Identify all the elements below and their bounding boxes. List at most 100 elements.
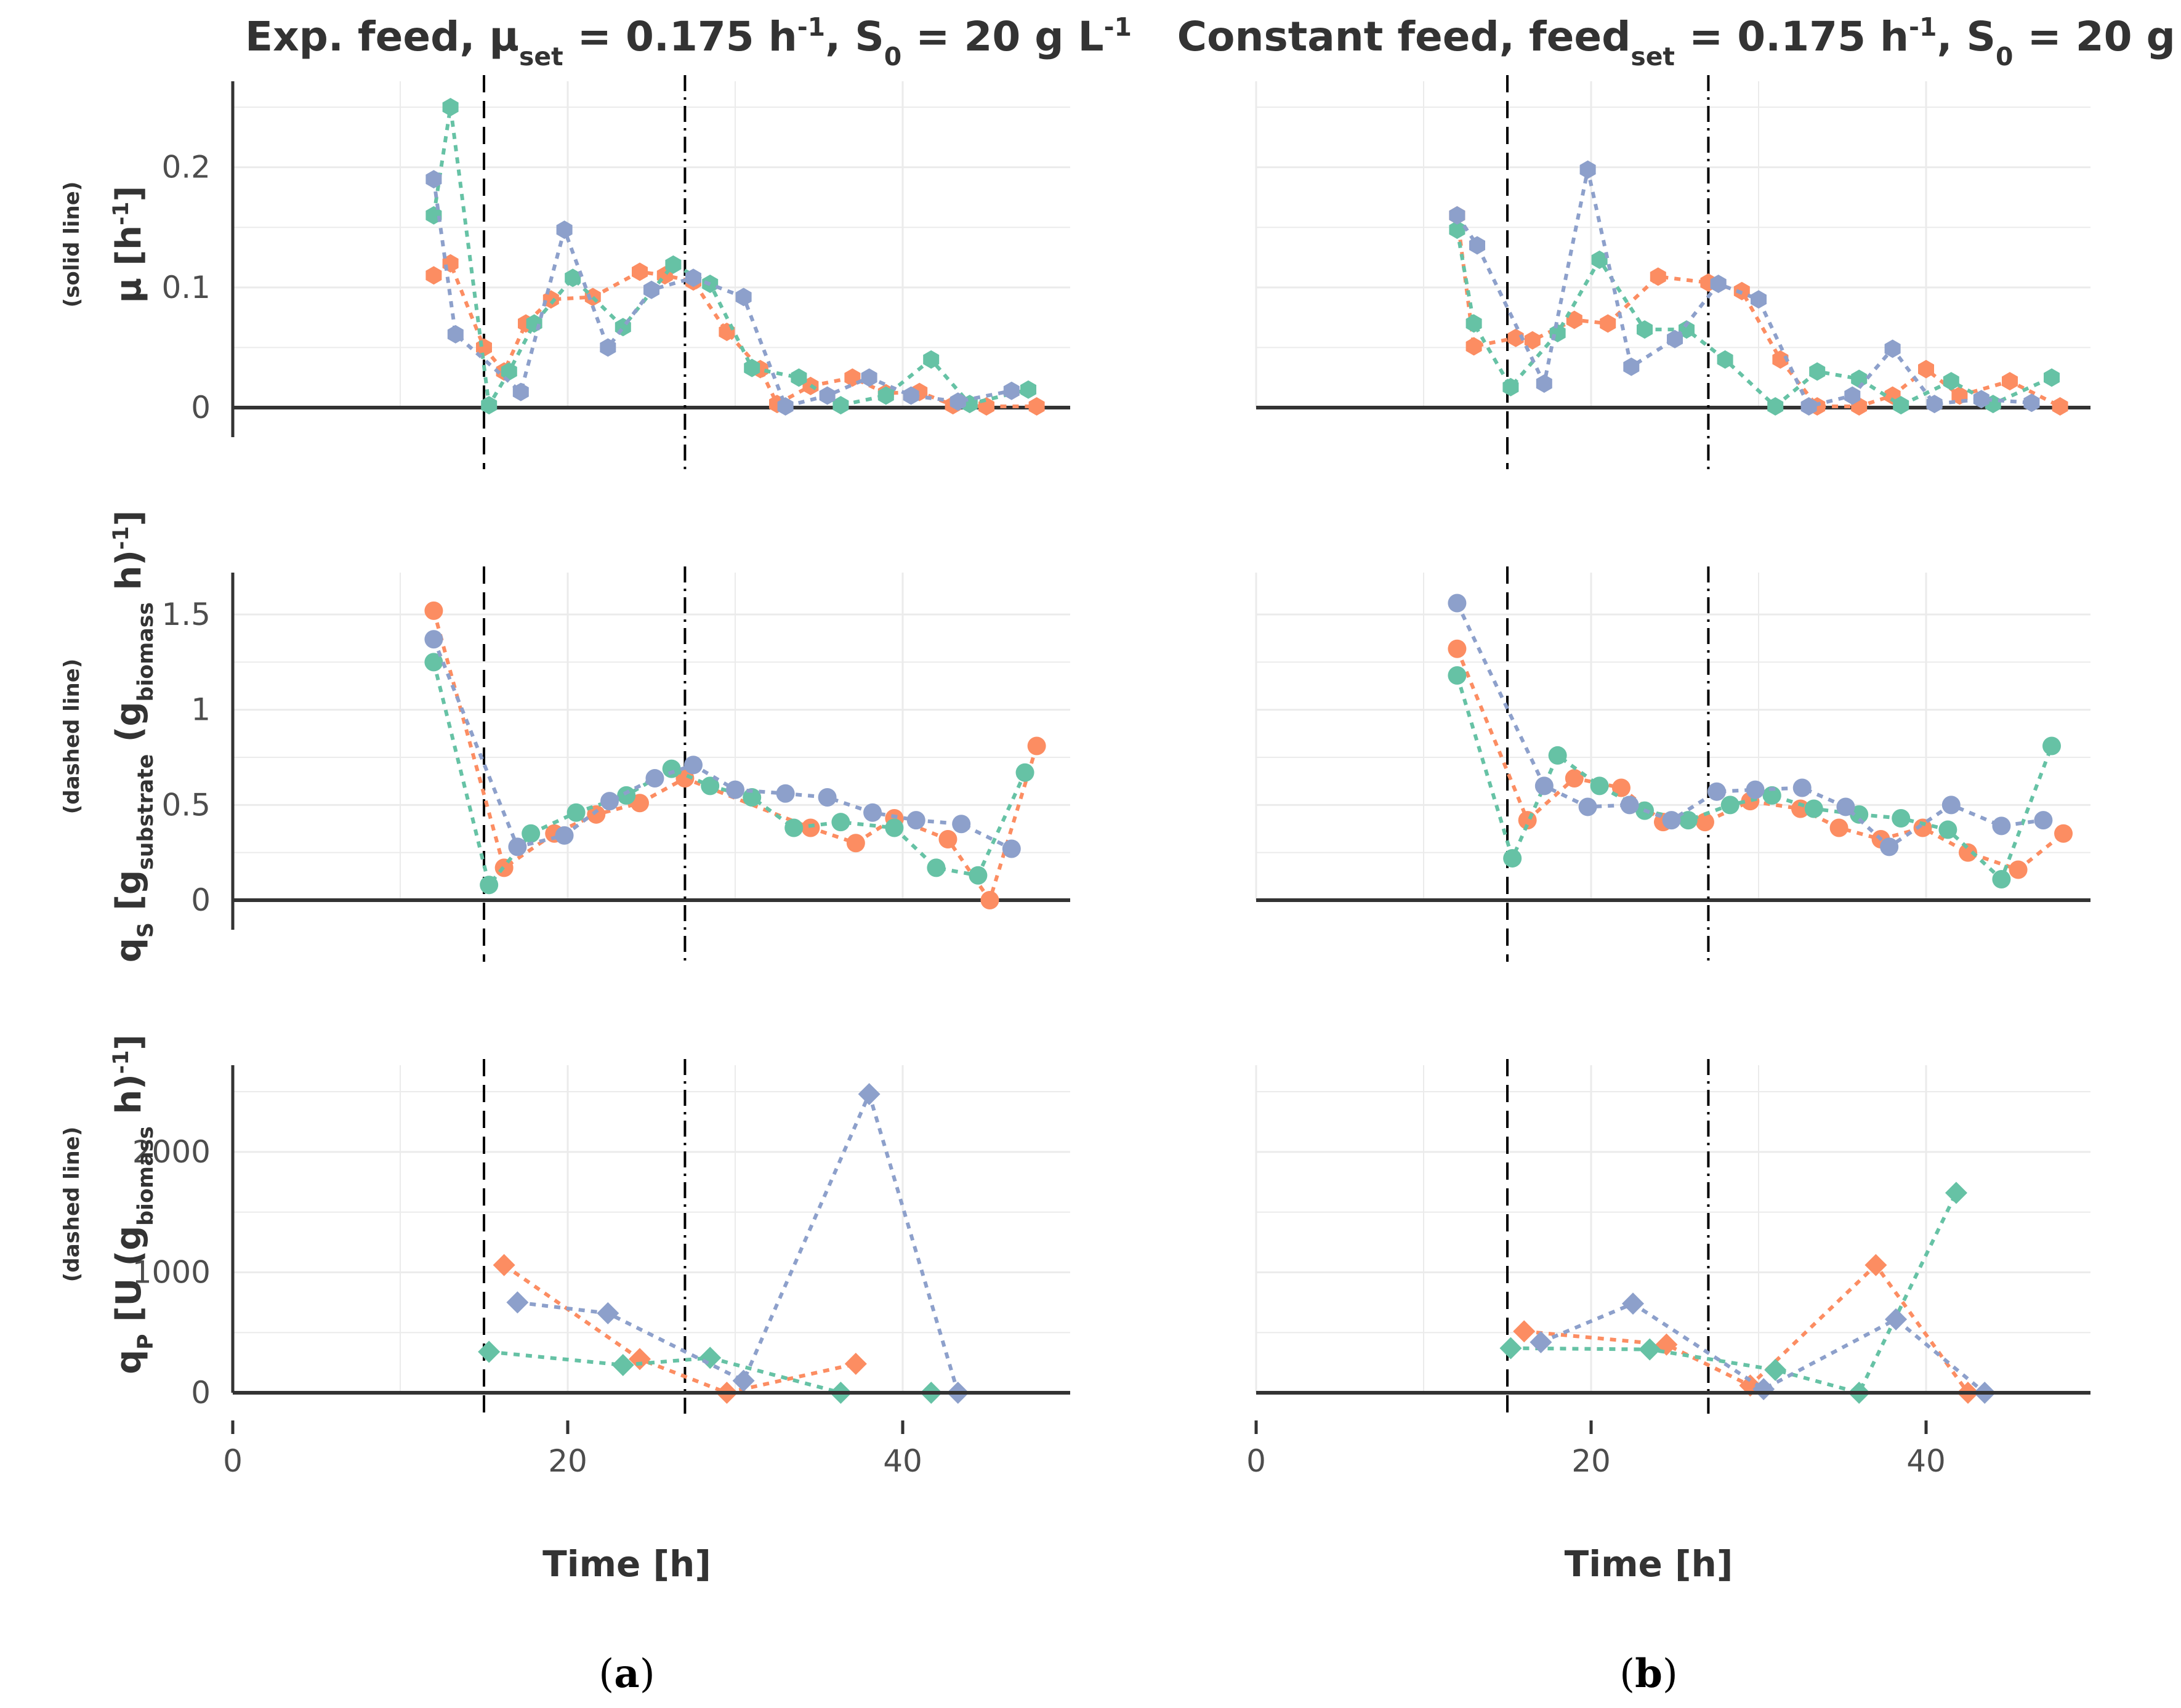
data-point — [1449, 206, 1465, 225]
data-point — [1791, 799, 1810, 818]
series-line — [1455, 169, 2032, 409]
data-point — [846, 834, 865, 853]
data-point — [1600, 314, 1616, 333]
data-point — [2052, 397, 2068, 416]
data-point — [425, 170, 442, 189]
series-line — [432, 107, 1029, 411]
data-point — [1772, 350, 1789, 369]
panel-caption: (a) — [599, 1651, 655, 1697]
data-point — [1959, 843, 1977, 862]
y-axis-note: (dashed line) — [60, 1127, 84, 1283]
data-point — [632, 262, 648, 281]
y-axis-title: qS [gsubstrate (gbiomass h)-1] — [109, 510, 158, 962]
data-point — [1507, 328, 1524, 347]
data-point — [1502, 377, 1519, 397]
series-line — [432, 610, 1039, 904]
data-point — [1020, 380, 1036, 399]
series-line — [1510, 1191, 1958, 1395]
data-point — [969, 866, 988, 885]
data-point — [699, 1347, 722, 1369]
data-point — [1804, 799, 1823, 818]
data-point — [1679, 320, 1695, 339]
panel-b: Constant feed, feedset = 0.175 h-1, S0 =… — [1177, 12, 2181, 1697]
data-point — [858, 1082, 881, 1105]
panel-title: Exp. feed, μset = 0.175 h-1, S0 = 20 g L… — [245, 12, 1132, 71]
x-tick-label: 40 — [1906, 1443, 1946, 1479]
data-point — [1992, 869, 2011, 888]
x-tick-label: 0 — [1246, 1443, 1266, 1479]
data-point — [980, 891, 999, 909]
data-point — [743, 788, 762, 807]
data-point — [1695, 813, 1714, 832]
data-point — [506, 1291, 529, 1314]
x-axis: 0 20 40 Time [h] — [1246, 1391, 2090, 1585]
data-point — [480, 876, 499, 895]
data-point — [903, 386, 919, 405]
data-point — [1809, 362, 1826, 381]
data-point — [1945, 1182, 1967, 1204]
y-tick-label: 0.5 — [161, 787, 211, 823]
data-point — [784, 818, 804, 837]
data-point — [1524, 331, 1541, 350]
data-point — [1449, 220, 1465, 240]
data-point — [1639, 1338, 1661, 1361]
data-point — [701, 776, 720, 796]
data-point — [819, 386, 836, 405]
panels: Exp. feed, μset = 0.175 h-1, S0 = 20 g L… — [60, 12, 2181, 1697]
data-point — [1885, 1308, 1908, 1331]
data-point — [1503, 848, 1522, 868]
data-point — [2054, 824, 2073, 843]
data-point — [1620, 796, 1639, 815]
data-point — [685, 268, 701, 288]
row-mu — [1255, 75, 2090, 469]
data-point — [1918, 360, 1934, 379]
data-point — [1850, 805, 1869, 824]
data-point — [1513, 1320, 1536, 1343]
data-point — [2002, 372, 2018, 391]
data-point — [1611, 778, 1631, 797]
data-point — [1865, 1254, 1887, 1276]
data-point — [776, 784, 795, 803]
data-point — [1943, 372, 1959, 391]
y-tick-label: 2000 — [132, 1134, 211, 1170]
data-point — [630, 794, 649, 813]
y-tick-label: 1000 — [132, 1254, 211, 1290]
data-point — [447, 324, 464, 344]
data-point — [1884, 339, 1901, 358]
data-point — [1941, 796, 1961, 815]
data-point — [2009, 860, 2028, 879]
x-tick-label: 20 — [548, 1443, 587, 1479]
series-line — [1540, 1301, 1986, 1395]
data-point — [493, 1254, 515, 1276]
data-point — [1465, 314, 1482, 333]
data-point — [442, 98, 459, 116]
series-line — [432, 179, 1012, 409]
data-point — [522, 824, 541, 843]
data-point — [542, 290, 559, 309]
data-point — [1707, 782, 1726, 801]
data-point — [587, 805, 606, 824]
data-point — [2042, 736, 2061, 755]
data-point — [952, 815, 971, 834]
data-point — [597, 1302, 619, 1324]
y-tick-label: 1.5 — [161, 597, 211, 632]
data-point — [1530, 1331, 1552, 1353]
data-point — [611, 1354, 634, 1377]
data-point — [1880, 837, 1899, 856]
data-point — [1800, 397, 1817, 416]
data-point — [1499, 1337, 1522, 1360]
data-point — [1720, 796, 1740, 815]
data-point — [1938, 820, 1957, 839]
x-axis-title: Time [h] — [542, 1543, 711, 1585]
y-tick-label: 0.1 — [161, 270, 211, 305]
data-point — [643, 280, 659, 299]
data-point — [512, 382, 529, 401]
data-point — [1679, 811, 1698, 830]
data-point — [938, 830, 957, 849]
y-axis-title: μ [h-1] — [109, 186, 149, 303]
data-point — [1579, 160, 1596, 179]
x-axis: 0 20 40 Time [h] — [223, 1391, 1070, 1585]
data-point — [831, 813, 850, 832]
data-point — [2034, 811, 2053, 830]
data-point — [1662, 811, 1681, 830]
